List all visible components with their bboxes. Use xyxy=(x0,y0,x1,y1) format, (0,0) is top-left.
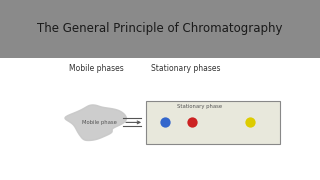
Text: The General Principle of Chromatography: The General Principle of Chromatography xyxy=(37,22,283,35)
Text: Stationary phases: Stationary phases xyxy=(151,64,220,73)
Bar xyxy=(0,0,320,58)
Text: Stationary phase: Stationary phase xyxy=(177,104,223,109)
Point xyxy=(189,121,195,124)
Point xyxy=(162,121,167,124)
Text: Mobile phases: Mobile phases xyxy=(68,64,124,73)
Point xyxy=(247,121,252,124)
Polygon shape xyxy=(65,105,126,140)
Bar xyxy=(146,101,280,144)
Text: Mobile phase: Mobile phase xyxy=(82,120,116,125)
